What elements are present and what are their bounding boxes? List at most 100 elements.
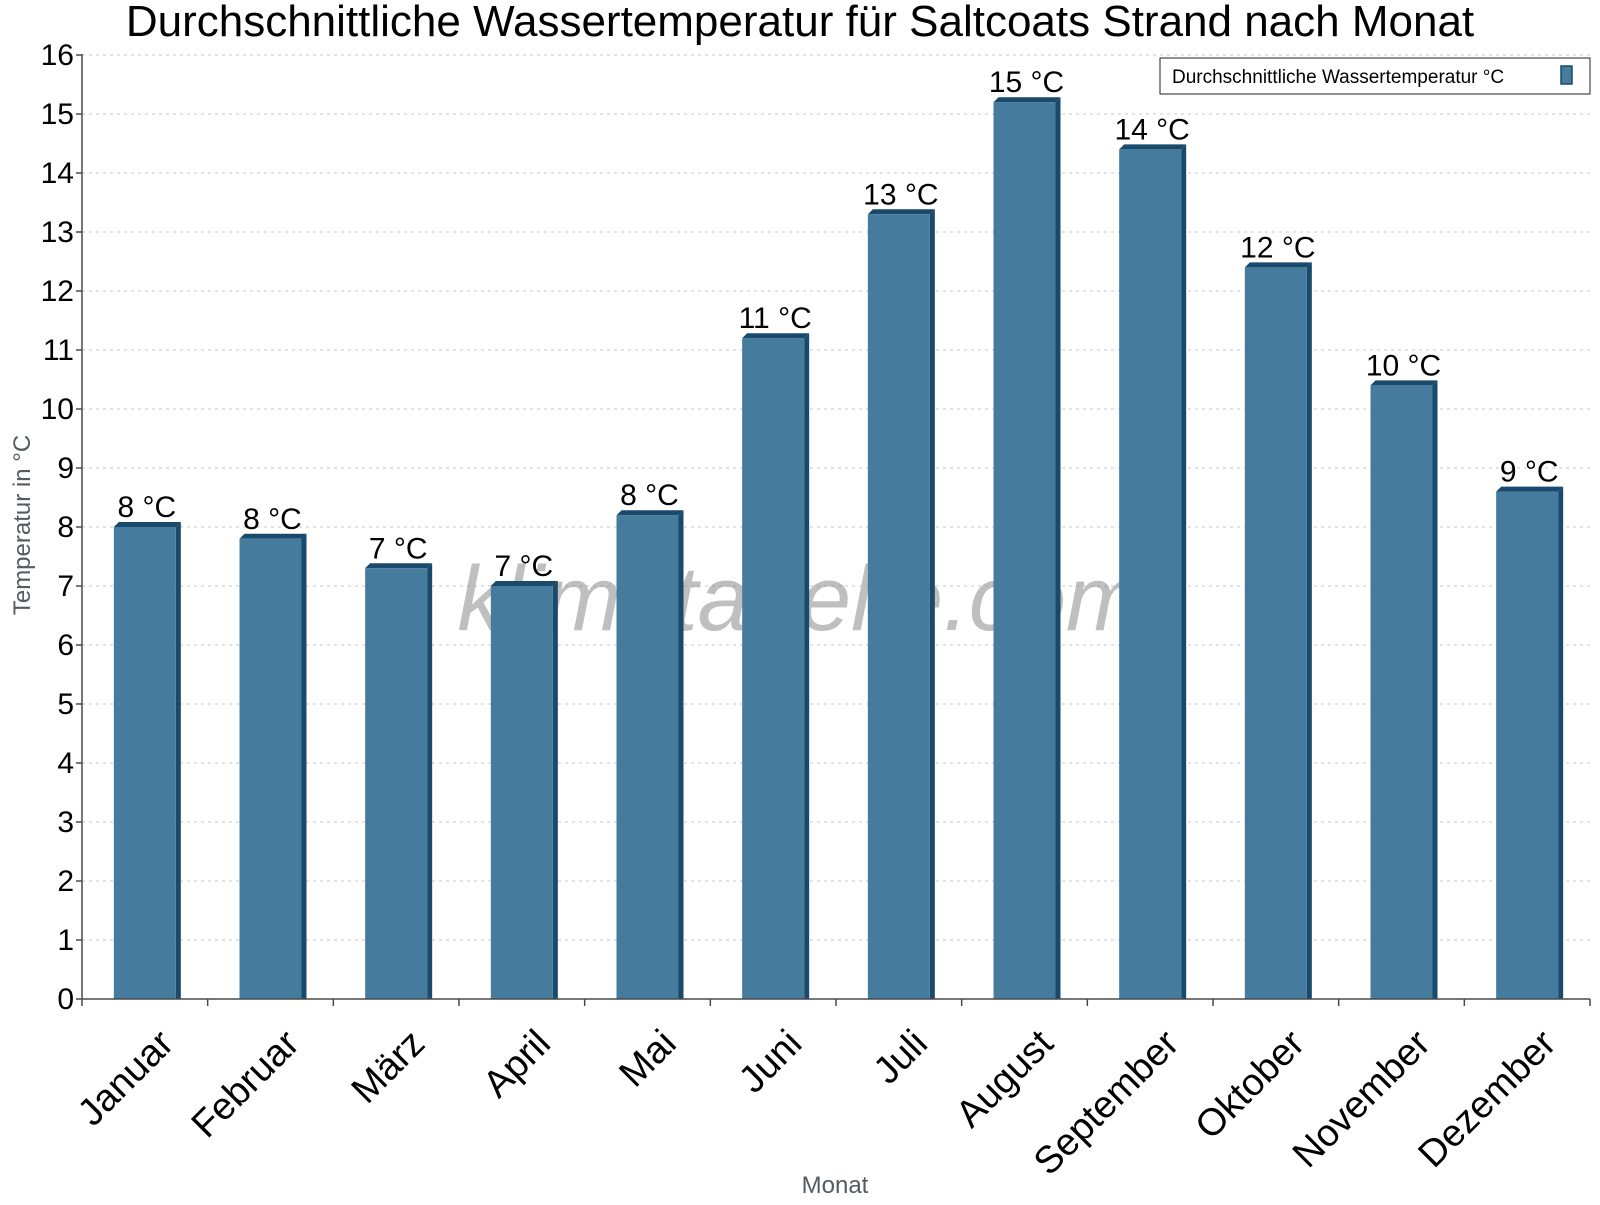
legend-box	[1159, 57, 1591, 95]
bar-top	[742, 333, 810, 339]
legend-label: Durchschnittliche Wassertemperatur °C	[1172, 67, 1504, 88]
bar-side	[929, 209, 935, 1000]
x-tick-label: März	[344, 1022, 433, 1111]
data-label: 12 °C	[1240, 231, 1315, 264]
data-label: 9 °C	[1500, 456, 1559, 489]
data-label: 10 °C	[1366, 349, 1441, 382]
bar-front	[867, 214, 930, 1000]
y-axis-label: Temperatur in °C	[9, 435, 36, 615]
y-tick-label: 8	[57, 511, 74, 544]
bar-front	[239, 538, 302, 999]
bar	[1370, 380, 1438, 999]
data-label: 8 °C	[620, 479, 679, 512]
y-tick-label: 2	[57, 865, 74, 898]
bar	[365, 563, 433, 999]
bar-top	[1370, 380, 1438, 386]
x-axis-label: Monat	[802, 1172, 869, 1199]
data-label: 13 °C	[863, 178, 938, 211]
bar-front	[1370, 385, 1433, 999]
bars	[113, 97, 1564, 1000]
data-label: 7 °C	[494, 550, 553, 583]
bar	[993, 97, 1061, 999]
x-tick-label: Juli	[866, 1022, 936, 1092]
y-tick-label: 16	[41, 39, 74, 72]
y-tick-label: 9	[57, 452, 74, 485]
x-tick-label: Mai	[612, 1022, 685, 1095]
bar-side	[1432, 380, 1438, 999]
bar-side	[175, 522, 181, 999]
bar	[1496, 486, 1564, 1000]
bar-front	[616, 515, 679, 999]
x-tick-label: November	[1285, 1022, 1439, 1176]
axes	[76, 54, 1591, 1006]
bar	[867, 209, 935, 1000]
bar-top	[616, 510, 684, 516]
y-tick-label: 12	[41, 275, 74, 308]
legend: Durchschnittliche Wassertemperatur °C	[1159, 57, 1591, 95]
bar-front	[490, 586, 553, 999]
bar-top	[1496, 486, 1564, 492]
bar-side	[678, 510, 684, 999]
bar-top	[239, 533, 307, 539]
chart-title: Durchschnittliche Wassertemperatur für S…	[126, 0, 1474, 46]
y-tick-label: 5	[57, 688, 74, 721]
x-tick-label: August	[948, 1022, 1062, 1136]
bar-front	[742, 338, 805, 999]
bar-front	[1496, 491, 1559, 999]
bar	[113, 522, 181, 999]
bar-side	[1055, 97, 1061, 999]
bar	[1119, 144, 1187, 999]
y-tick-label: 13	[41, 216, 74, 249]
bar-front	[113, 527, 176, 999]
bar-side	[427, 563, 433, 999]
bar-side	[301, 533, 307, 999]
data-label: 11 °C	[739, 302, 812, 335]
bar-top	[490, 581, 558, 586]
bar-side	[552, 581, 558, 999]
y-tick-label: 15	[41, 98, 74, 131]
y-tick-label: 3	[57, 806, 74, 839]
y-tick-label: 6	[57, 629, 74, 662]
bar-front	[365, 568, 428, 999]
bar-top	[113, 522, 181, 527]
legend-swatch	[1560, 65, 1573, 85]
bar	[490, 581, 558, 999]
data-label: 15 °C	[989, 66, 1064, 99]
data-label: 8 °C	[243, 503, 302, 536]
x-tick-label: Februar	[184, 1022, 308, 1146]
y-tick-label: 0	[57, 983, 74, 1016]
bar	[742, 333, 810, 999]
x-tick-labels: Januar Februar März April Mai Juni Juli AugustS…	[70, 1022, 1564, 1183]
y-tick-label: 10	[41, 393, 74, 426]
y-tick-label: 1	[57, 924, 74, 957]
y-tick-label: 11	[43, 334, 74, 367]
bar-side	[1181, 144, 1187, 999]
bar-top	[1244, 262, 1312, 268]
data-label: 8 °C	[117, 491, 176, 524]
bar	[239, 533, 307, 999]
bar-side	[1306, 262, 1312, 999]
y-tick-label: 4	[57, 747, 74, 780]
bar-front	[1244, 267, 1307, 999]
bar-top	[365, 563, 433, 569]
grid-lines	[82, 54, 1590, 941]
x-tick-label: Juni	[731, 1022, 810, 1101]
y-tick-label: 14	[41, 157, 74, 190]
data-label: 7 °C	[369, 532, 428, 565]
data-labels: 8 °C 8 °C 7 °C 7 °C 8 °C 11 °C 13 °C 15 °C 14 °C…	[117, 66, 1558, 583]
bar-top	[867, 209, 935, 215]
bar	[1244, 262, 1312, 999]
bar	[616, 510, 684, 999]
x-tick-label: Oktober	[1188, 1022, 1314, 1148]
bar-top	[993, 97, 1061, 103]
bar-side	[804, 333, 810, 999]
x-tick-label: Dezember	[1411, 1022, 1565, 1176]
bar-front	[1119, 149, 1182, 999]
bar-side	[1558, 486, 1564, 1000]
bar-top	[1119, 144, 1187, 150]
y-tick-label: 7	[57, 570, 74, 603]
data-label: 14 °C	[1114, 113, 1189, 146]
